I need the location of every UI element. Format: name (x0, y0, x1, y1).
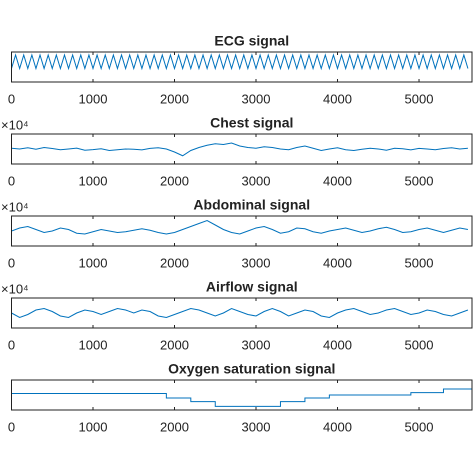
plot (11, 307, 469, 319)
x-tick-label: 2000 (160, 337, 189, 352)
signal-line (11, 53, 469, 71)
axes-box (11, 133, 473, 165)
axes-box (11, 215, 473, 247)
x-tick-label: 0 (8, 255, 15, 270)
x-tick-label: 4000 (323, 91, 352, 106)
x-tick-label: 2000 (160, 419, 189, 434)
plot (11, 388, 472, 407)
x-tick-label: 5000 (405, 255, 434, 270)
x-tick-label: 1000 (79, 255, 108, 270)
x-tick-label: 1000 (79, 91, 108, 106)
x-tick-label: 3000 (242, 337, 271, 352)
plot (11, 219, 469, 235)
x-tick-label: 4000 (323, 419, 352, 434)
x-tick-label: 4000 (323, 173, 352, 188)
subplot-title: Airflow signal (206, 279, 298, 295)
x-tick-label: 3000 (242, 255, 271, 270)
subplot-title: Oxygen saturation signal (168, 361, 335, 377)
axes-box (11, 379, 473, 411)
subplot-title: Abdominal signal (193, 197, 310, 213)
x-tick-label: 5000 (405, 91, 434, 106)
x-tick-label: 2000 (160, 91, 189, 106)
x-tick-label: 0 (8, 419, 15, 434)
signal-line (11, 307, 469, 319)
signal-line (11, 142, 468, 157)
x-tick-label: 4000 (323, 255, 352, 270)
x-tick-label: 3000 (242, 91, 271, 106)
axes-box (11, 51, 473, 83)
subplot-title: ECG signal (214, 33, 289, 49)
x-tick-label: 0 (8, 337, 15, 352)
x-tick-label: 5000 (405, 337, 434, 352)
plot (11, 142, 468, 157)
x-tick-label: 1000 (79, 419, 108, 434)
y-multiplier: ×10⁴ (1, 199, 29, 214)
x-tick-label: 2000 (160, 173, 189, 188)
signal-line (11, 219, 469, 235)
y-multiplier: ×10⁴ (1, 117, 29, 132)
x-tick-label: 4000 (323, 337, 352, 352)
x-tick-label: 5000 (405, 173, 434, 188)
x-tick-label: 3000 (242, 419, 271, 434)
x-tick-label: 1000 (79, 173, 108, 188)
subplot-title: Chest signal (210, 115, 293, 131)
x-tick-label: 0 (8, 91, 15, 106)
x-tick-label: 5000 (405, 419, 434, 434)
plot (11, 53, 469, 71)
x-tick-label: 2000 (160, 255, 189, 270)
x-tick-label: 3000 (242, 173, 271, 188)
signal-line (11, 388, 472, 407)
x-tick-label: 1000 (79, 337, 108, 352)
x-tick-label: 0 (8, 173, 15, 188)
y-multiplier: ×10⁴ (1, 281, 29, 296)
axes-box (11, 297, 473, 329)
